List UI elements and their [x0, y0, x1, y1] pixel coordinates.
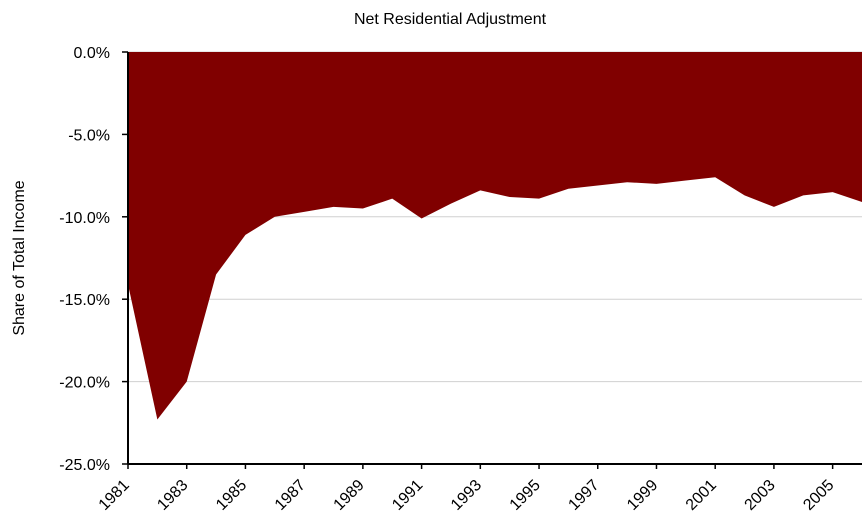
- y-tick-label: -20.0%: [59, 375, 110, 392]
- x-tick-label: 1995: [507, 477, 544, 514]
- x-tick-label: 2005: [800, 477, 837, 514]
- x-tick-label: 2003: [742, 477, 779, 514]
- y-tick-label: -25.0%: [59, 457, 110, 474]
- y-tick-label: -10.0%: [59, 210, 110, 227]
- area: [128, 52, 862, 420]
- y-tick-label: 0.0%: [74, 45, 110, 62]
- x-tick-label: 1991: [389, 477, 426, 514]
- y-tick-label: -15.0%: [59, 292, 110, 309]
- y-tick-label: -5.0%: [68, 127, 110, 144]
- x-tick-label: 1993: [448, 477, 485, 514]
- x-tick-label: 1989: [331, 477, 368, 514]
- x-tick-label: 1983: [154, 477, 191, 514]
- x-tick-label: 2001: [683, 477, 720, 514]
- x-tick-label: 1987: [272, 477, 309, 514]
- y-axis-label: Share of Total Income: [11, 180, 28, 335]
- x-tick-label: 1985: [213, 477, 250, 514]
- x-tick-label: 1997: [565, 477, 602, 514]
- x-tick-label: 1981: [96, 477, 133, 514]
- chart-title: Net Residential Adjustment: [354, 11, 547, 28]
- x-tick-label: 1999: [624, 477, 661, 514]
